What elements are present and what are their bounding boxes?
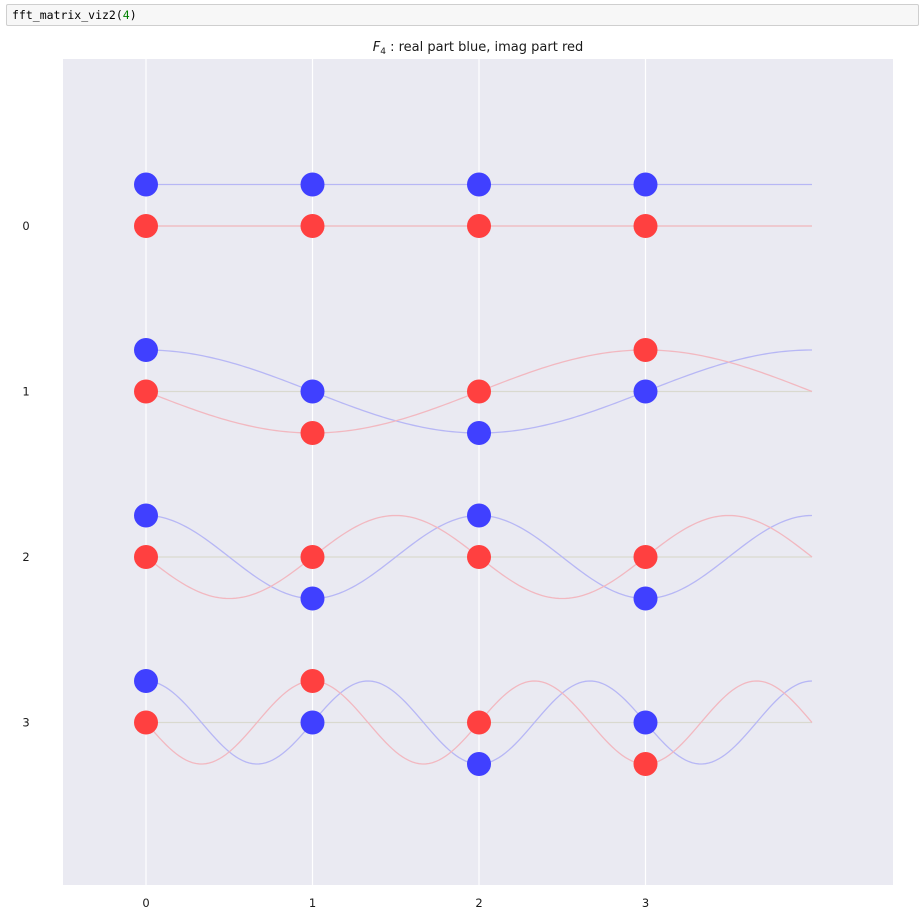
real-point	[467, 421, 491, 445]
real-point	[134, 172, 158, 197]
real-point	[633, 172, 658, 197]
real-point	[633, 379, 658, 404]
real-point	[134, 503, 158, 528]
y-tick-label: 0	[22, 219, 29, 233]
imag-point	[300, 669, 325, 693]
code-input[interactable]: fft_matrix_viz2(4)	[7, 5, 918, 25]
real-point	[633, 586, 658, 611]
imag-point	[134, 710, 158, 735]
imag-point	[467, 379, 491, 404]
imag-point	[633, 214, 658, 238]
real-point	[134, 669, 158, 693]
y-axis-ticks: 0 1 2 3	[22, 219, 29, 730]
imag-point	[633, 338, 658, 362]
close-paren: )	[129, 8, 137, 22]
imag-point	[134, 379, 158, 404]
real-point	[300, 379, 325, 404]
title-symbol: F	[373, 40, 381, 55]
imag-point	[633, 545, 658, 569]
grid-lines	[145, 59, 647, 885]
imag-point	[467, 214, 491, 238]
y-tick-label: 3	[22, 716, 29, 730]
real-point	[300, 172, 325, 197]
imag-point	[467, 545, 491, 569]
argument-number: 4	[122, 8, 130, 22]
open-paren: (	[115, 8, 123, 22]
x-axis-ticks: 0 1 2 3	[142, 896, 649, 910]
x-tick-label: 0	[142, 896, 149, 910]
imag-point	[300, 545, 325, 569]
imag-point	[633, 752, 658, 776]
x-tick-label: 3	[642, 896, 649, 910]
x-tick-label: 1	[309, 896, 316, 910]
real-point	[467, 752, 491, 776]
data-markers	[134, 172, 658, 776]
imag-point	[467, 710, 491, 735]
real-point	[300, 586, 325, 611]
y-tick-label: 1	[22, 385, 29, 399]
real-point	[134, 338, 158, 362]
plot-area	[63, 59, 893, 885]
title-rest: : real part blue, imag part red	[386, 40, 583, 55]
real-point	[633, 710, 658, 735]
chart-title: F4 : real part blue, imag part red	[373, 40, 584, 57]
real-point	[467, 503, 491, 528]
function-name: fft_matrix_viz2	[12, 8, 116, 22]
title-subscript: 4	[380, 47, 386, 57]
imag-point	[134, 214, 158, 238]
imag-point	[134, 545, 158, 569]
imag-point	[300, 421, 325, 445]
real-point	[467, 172, 491, 197]
real-point	[300, 710, 325, 735]
y-tick-label: 2	[22, 550, 29, 564]
x-tick-label: 2	[475, 896, 482, 910]
code-cell[interactable]: fft_matrix_viz2(4)	[6, 4, 919, 26]
imag-point	[300, 214, 325, 238]
